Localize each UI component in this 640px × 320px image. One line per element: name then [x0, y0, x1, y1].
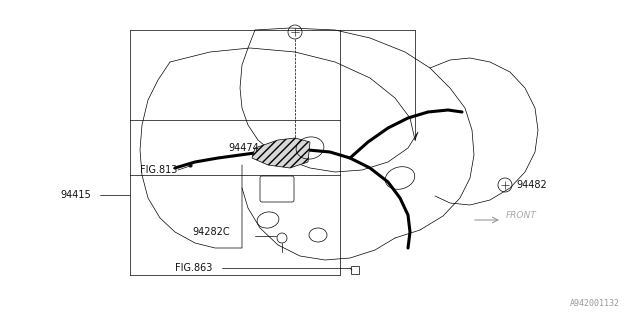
Text: 94474: 94474: [228, 143, 259, 153]
Text: FIG.863: FIG.863: [175, 263, 212, 273]
Text: FIG.813: FIG.813: [140, 165, 177, 175]
Text: 94482: 94482: [516, 180, 547, 190]
Polygon shape: [252, 138, 310, 168]
Text: FRONT: FRONT: [506, 211, 537, 220]
Bar: [351, 266, 359, 274]
Text: 94282C: 94282C: [192, 227, 230, 237]
Text: 94415: 94415: [60, 190, 91, 200]
Text: A942001132: A942001132: [570, 299, 620, 308]
